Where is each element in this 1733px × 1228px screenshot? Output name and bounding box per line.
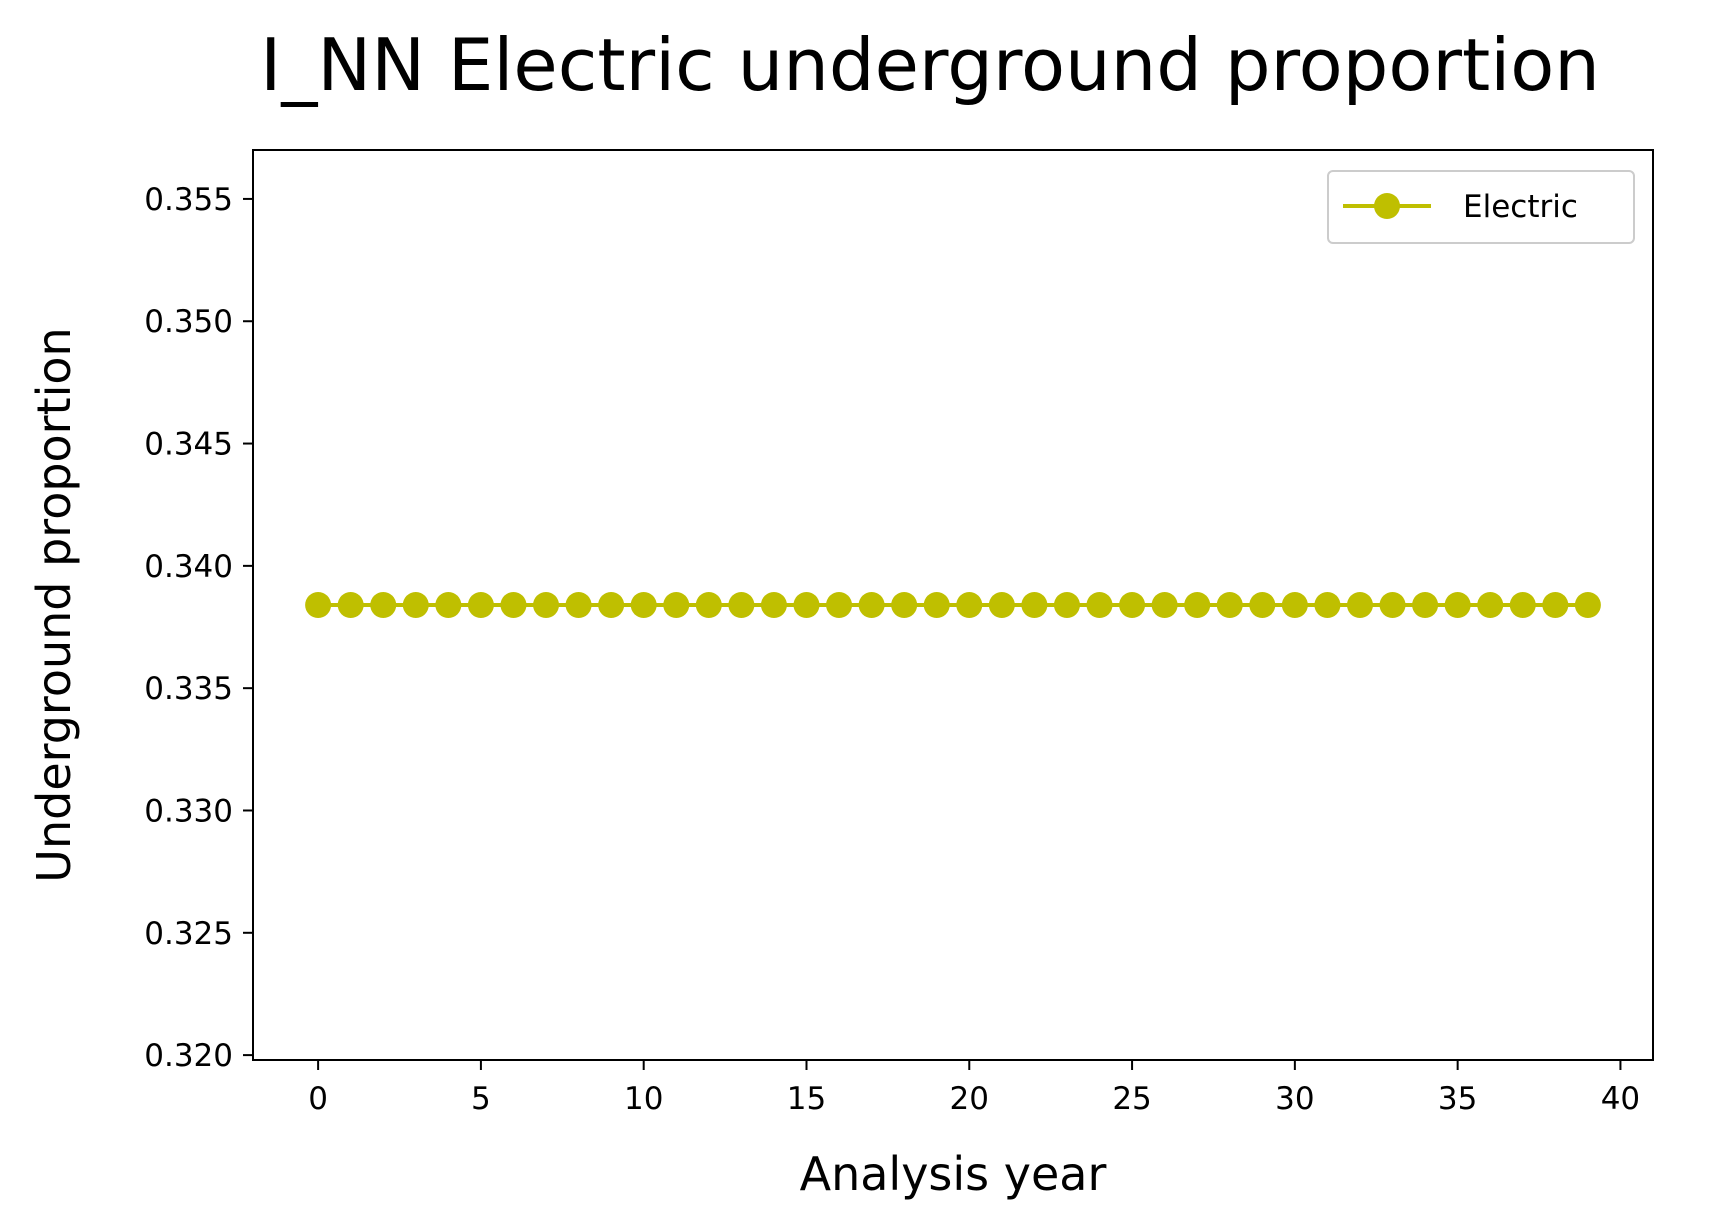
series-layer [305,592,1601,618]
x-axis: 0 5 10 15 20 25 30 35 40 [308,1060,1640,1117]
y-axis-label: Underground proportion [27,327,81,882]
data-point [858,592,885,618]
data-point [1086,592,1113,618]
data-point [1216,592,1243,618]
data-point [630,592,657,618]
data-point [1314,592,1341,618]
data-point [1281,592,1308,618]
data-point [956,592,983,618]
data-point [1346,592,1373,618]
data-point [402,592,429,618]
data-point [1119,592,1146,618]
data-point [695,592,722,618]
x-tick-label: 25 [1112,1081,1151,1117]
data-point [500,592,527,618]
y-tick-label: 0.355 [144,182,233,218]
data-point [1151,592,1178,618]
data-point [988,592,1015,618]
data-point [1053,592,1080,618]
legend-marker-swatch [1374,193,1400,219]
data-point [826,592,853,618]
data-point [1379,592,1406,618]
y-tick-label: 0.345 [144,427,233,463]
data-point [728,592,755,618]
y-tick-label: 0.335 [144,671,233,707]
data-point [1184,592,1211,618]
data-point [891,592,918,618]
x-tick-label: 20 [950,1081,989,1117]
data-point [793,592,820,618]
x-tick-label: 15 [787,1081,826,1117]
y-tick-label: 0.320 [144,1038,233,1074]
data-point [565,592,592,618]
data-point [370,592,397,618]
data-point [337,592,364,618]
data-point [1509,592,1536,618]
data-point [467,592,494,618]
x-tick-label: 35 [1438,1081,1477,1117]
data-point [435,592,462,618]
legend-box [1327,170,1635,244]
legend-label-electric: Electric [1463,189,1578,225]
y-tick-label: 0.325 [144,916,233,952]
x-tick-label: 10 [624,1081,663,1117]
x-tick-label: 5 [471,1081,491,1117]
y-tick-label: 0.340 [144,549,233,585]
data-point [1542,592,1569,618]
chart-title: I_NN Electric underground proportion [260,23,1600,107]
plot-area: 0 5 10 15 20 25 30 35 40 0.3200.3250.3300.3350.3… [144,149,1654,1117]
data-point [533,592,560,618]
x-tick-label: 40 [1601,1081,1640,1117]
data-point [305,592,332,618]
data-point [1249,592,1276,618]
data-point [1412,592,1439,618]
x-tick-label: 0 [308,1081,328,1117]
data-point [1444,592,1471,618]
data-point [760,592,787,618]
data-point [663,592,690,618]
y-tick-label: 0.330 [144,793,233,829]
data-point [923,592,950,618]
x-tick-label: 30 [1275,1081,1314,1117]
data-point [1477,592,1504,618]
y-tick-label: 0.350 [144,304,233,340]
y-axis: 0.320 0.325 0.330 0.335 0.340 0.345 0.350 0.355 [144,182,253,1074]
x-axis-label: Analysis year [800,1147,1107,1201]
data-point [1574,592,1601,618]
data-point [598,592,625,618]
data-point [1021,592,1048,618]
legend: Electric [1327,170,1635,244]
